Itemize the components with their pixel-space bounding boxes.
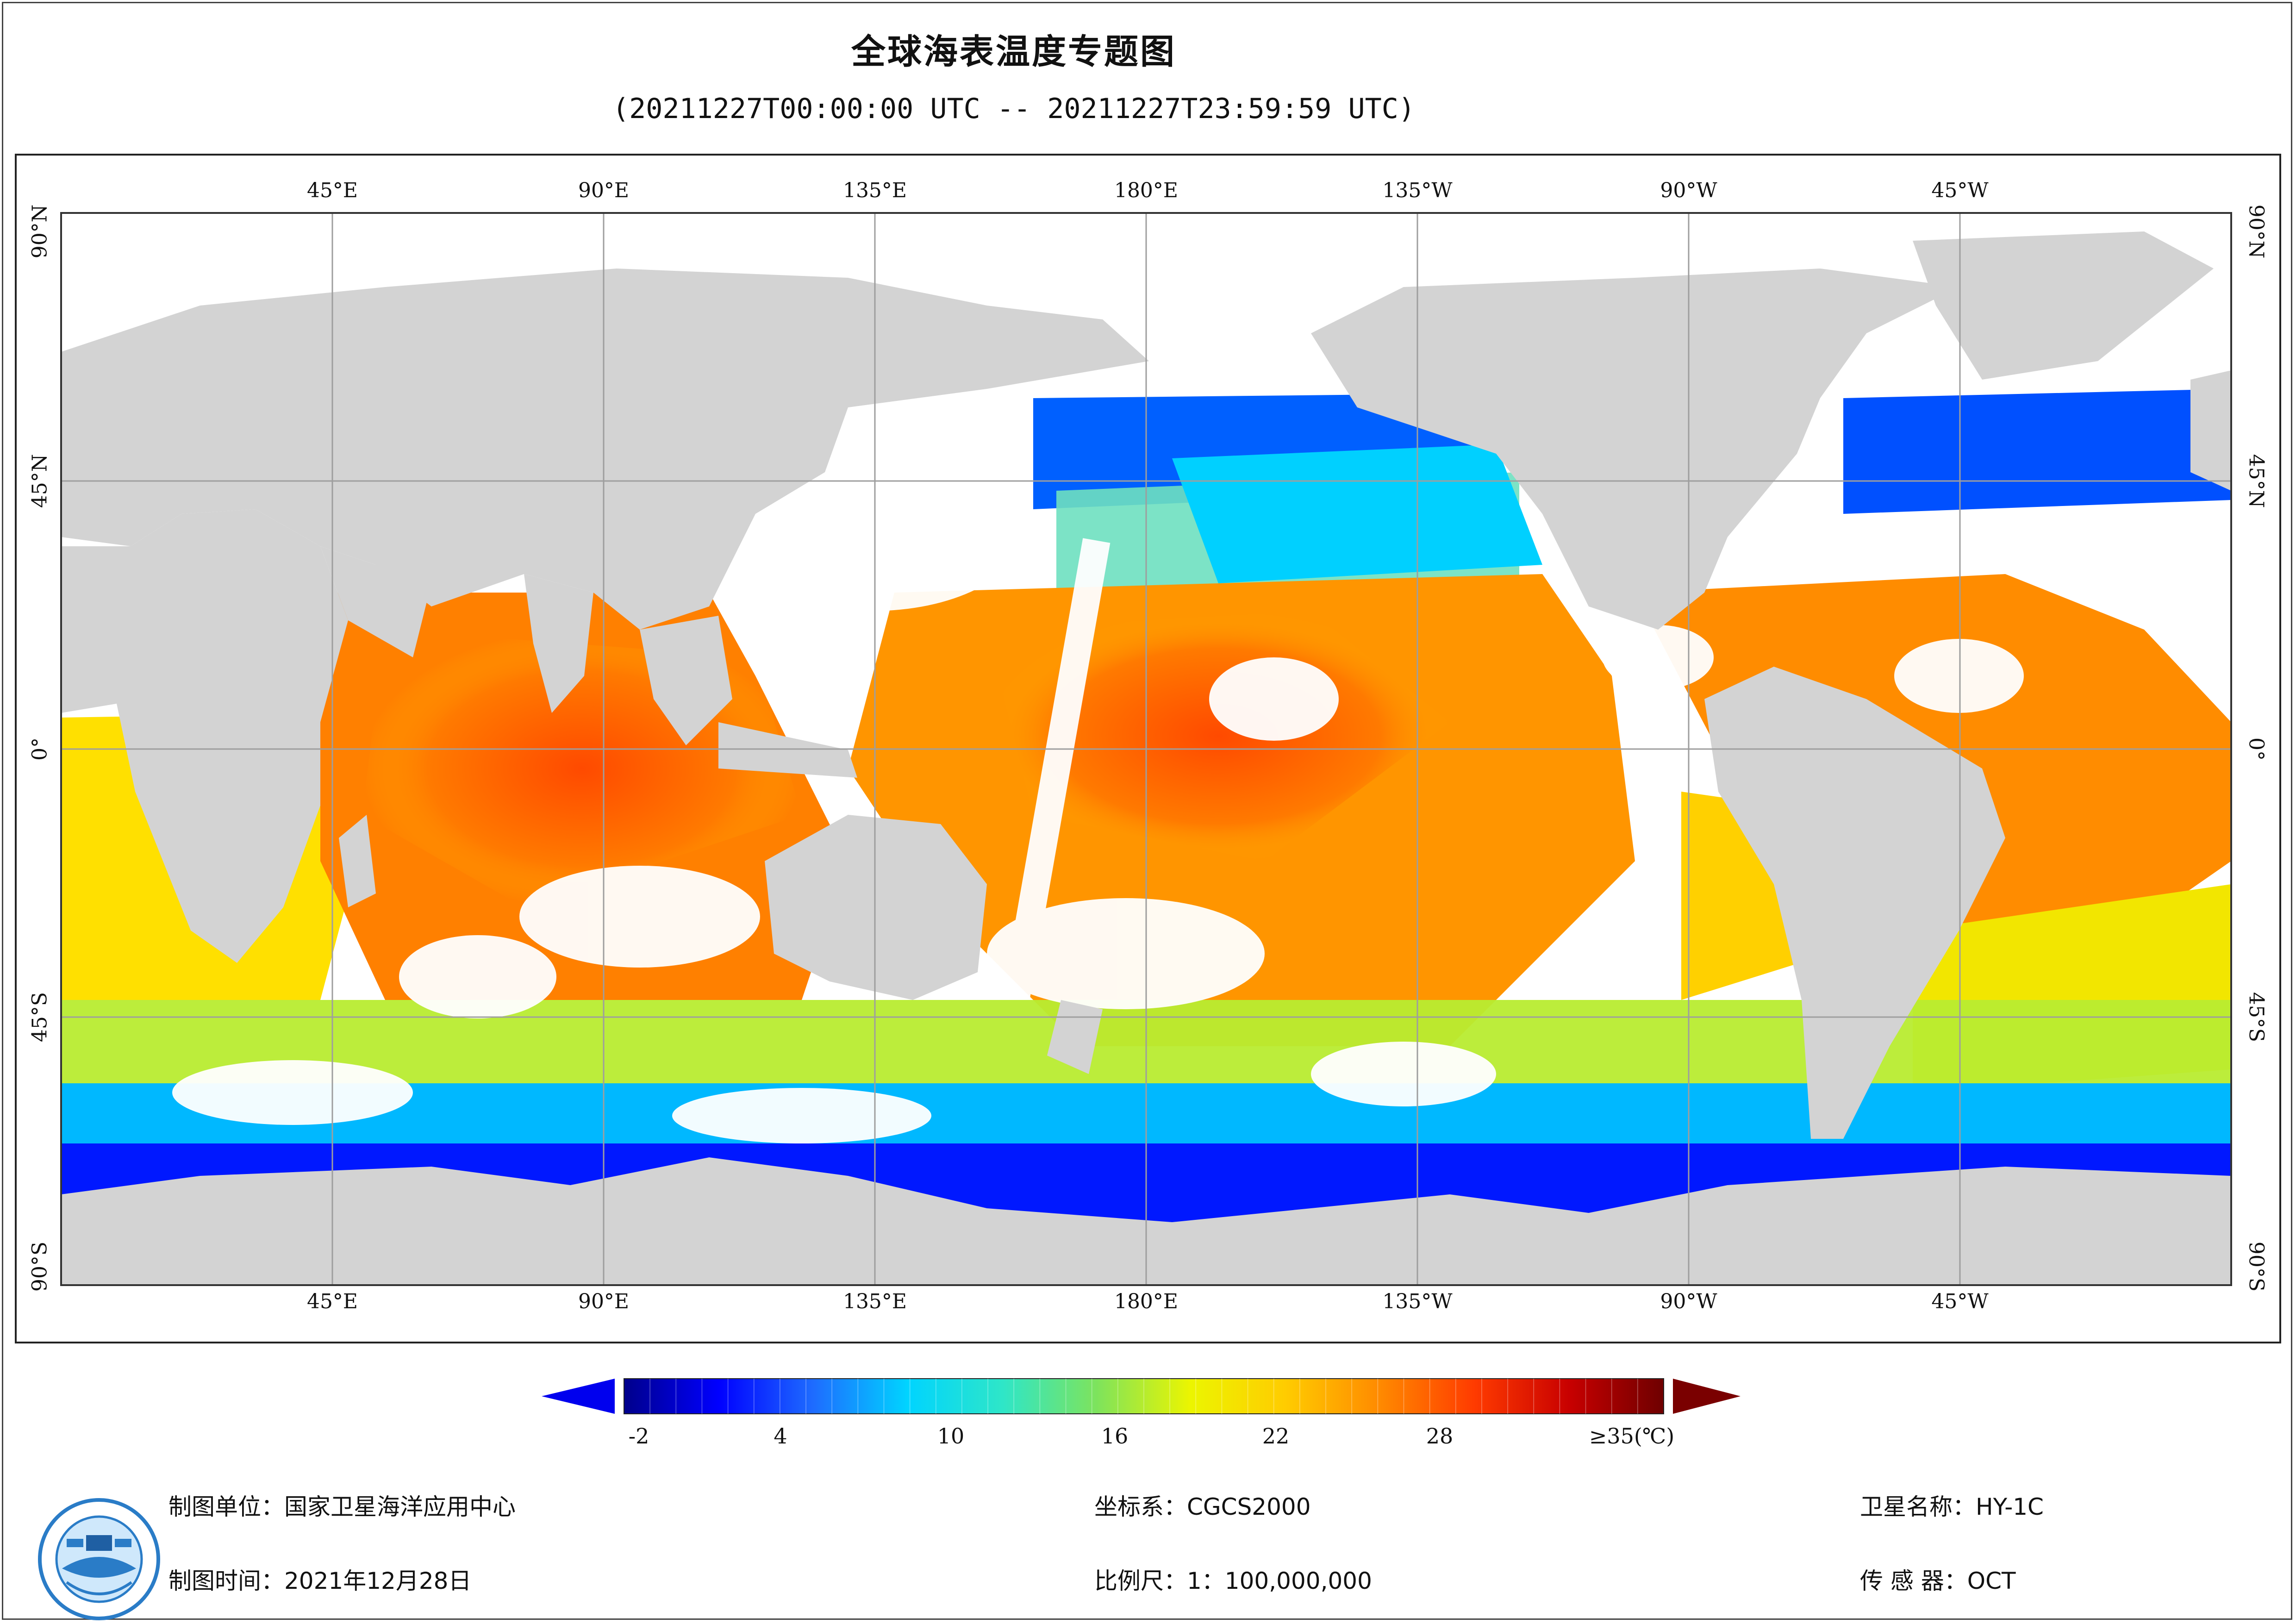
colorbar-label-28: 28 — [1426, 1424, 1454, 1449]
lat-label-left-90n: 90°N — [28, 204, 52, 259]
lon-label-top-45e: 45°E — [306, 179, 358, 202]
colorbar-min-arrow — [542, 1379, 615, 1414]
lat-label-right-90s: 90°S — [2244, 1241, 2268, 1292]
map-date: 制图时间：2021年12月28日 — [168, 1568, 472, 1594]
nsoas-logo-icon — [38, 1498, 160, 1620]
map-frame: 45°E 90°E 135°E 180°E 135°W 90°W 45°W 45… — [15, 154, 2281, 1343]
lon-label-bottom-135w: 135°W — [1382, 1290, 1453, 1313]
colorbar — [542, 1378, 1741, 1414]
colorbar-label-22: 22 — [1262, 1424, 1290, 1449]
colorbar-label-10: 10 — [937, 1424, 965, 1449]
lat-label-right-45n: 45°N — [2244, 454, 2268, 508]
lon-label-top-180e: 180°E — [1114, 179, 1179, 202]
lon-label-bottom-90w: 90°W — [1660, 1290, 1717, 1313]
lon-label-bottom-90e: 90°E — [578, 1290, 630, 1313]
lon-label-top-90w: 90°W — [1660, 179, 1717, 202]
lon-label-bottom-45e: 45°E — [306, 1290, 358, 1313]
time-range-subtitle: (20211227T00:00:00 UTC -- 20211227T23:59… — [612, 93, 1415, 125]
satellite-name: 卫星名称：HY-1C — [1860, 1493, 2044, 1520]
lon-label-top-135e: 135°E — [842, 179, 907, 202]
lat-label-left-90s: 90°S — [28, 1241, 52, 1292]
lat-label-right-90n: 90°N — [2244, 204, 2268, 259]
lon-label-bottom-135e: 135°E — [842, 1290, 907, 1313]
lon-label-top-45w: 45°W — [1931, 179, 1989, 202]
map-agency: 制图单位：国家卫星海洋应用中心 — [168, 1493, 516, 1520]
lon-label-bottom-180e: 180°E — [1114, 1290, 1179, 1313]
colorbar-label-neg2: -2 — [628, 1424, 649, 1449]
lat-label-right-45s: 45°S — [2244, 992, 2268, 1043]
sst-map — [60, 212, 2232, 1286]
lon-label-top-90e: 90°E — [578, 179, 630, 202]
page-title: 全球海表温度专题图 — [851, 32, 1176, 72]
lon-label-bottom-45w: 45°W — [1931, 1290, 1989, 1313]
lat-label-right-0: 0° — [2244, 737, 2268, 761]
colorbar-label-16: 16 — [1101, 1424, 1129, 1449]
graticule — [61, 213, 2231, 1285]
lat-label-left-45n: 45°N — [28, 454, 52, 508]
coordinate-system: 坐标系：CGCS2000 — [1094, 1493, 1311, 1520]
sensor-name: 传 感 器：OCT — [1860, 1568, 2016, 1594]
lon-label-top-135w: 135°W — [1382, 179, 1453, 202]
colorbar-max-arrow — [1673, 1379, 1741, 1414]
colorbar-label-4: 4 — [774, 1424, 787, 1449]
plot-border — [60, 212, 2232, 1286]
map-scale: 比例尺：1：100,000,000 — [1094, 1568, 1372, 1594]
lat-label-left-0: 0° — [28, 737, 52, 761]
colorbar-gradient — [624, 1378, 1664, 1414]
lat-label-left-45s: 45°S — [28, 992, 52, 1043]
colorbar-label-35: ≥35(℃) — [1589, 1424, 1675, 1449]
